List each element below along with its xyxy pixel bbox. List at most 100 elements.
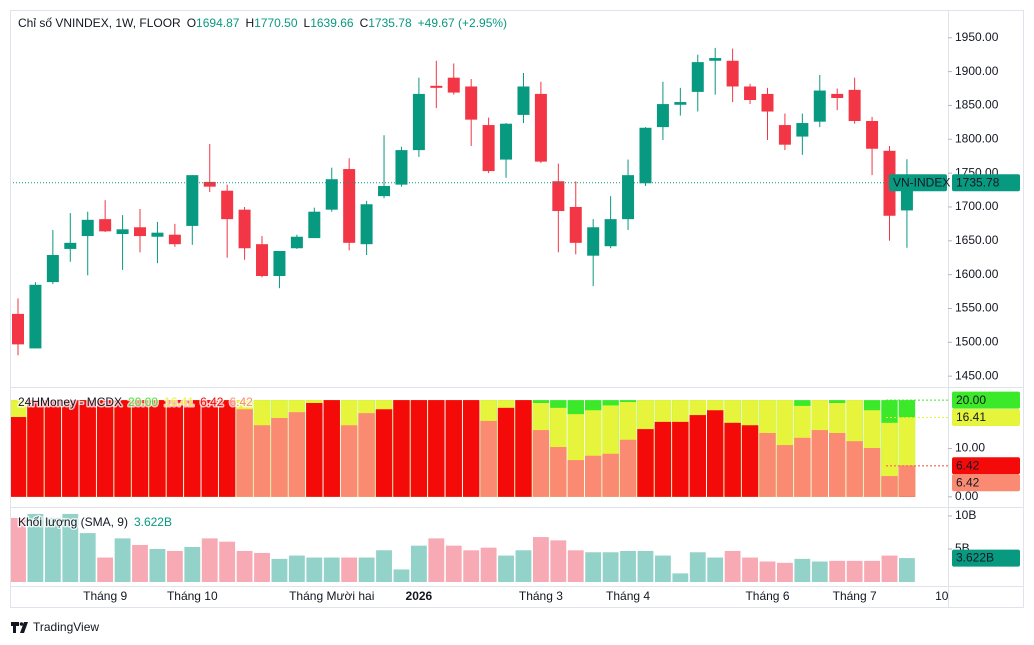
candle-body bbox=[430, 85, 443, 88]
mcdx-bar bbox=[532, 430, 550, 497]
candle-body bbox=[12, 313, 24, 345]
volume-bar bbox=[864, 560, 880, 582]
x-tick-label: Tháng 3 bbox=[519, 589, 563, 603]
volume-bar bbox=[759, 561, 776, 582]
mcdx-legend: 24HMoney - MCDX 20.00 16.41 6.42 6.42 bbox=[18, 395, 253, 409]
candle-body bbox=[796, 123, 809, 137]
mcdx-bar bbox=[149, 400, 166, 497]
candle-body bbox=[447, 77, 460, 93]
candle-body bbox=[552, 181, 565, 212]
volume-bar bbox=[10, 517, 26, 582]
y-tick-label: 1500.00 bbox=[955, 335, 999, 349]
x-tick-label: Tháng 9 bbox=[83, 589, 127, 603]
y-tick-label: 1800.00 bbox=[955, 131, 999, 145]
volume-bar bbox=[463, 550, 480, 582]
ohlc-key: L bbox=[304, 16, 311, 30]
mcdx-bar bbox=[271, 417, 288, 497]
volume-bar bbox=[201, 538, 218, 582]
mcdx-value-badge-bg bbox=[952, 474, 1020, 492]
candle-body bbox=[238, 209, 251, 249]
mcdx-bar bbox=[393, 400, 410, 497]
candle-body bbox=[203, 181, 216, 187]
mcdx-value-badge-bg bbox=[952, 408, 1020, 426]
mcdx-bar bbox=[550, 447, 567, 497]
volume-bar bbox=[149, 548, 166, 582]
candle-body bbox=[517, 86, 530, 115]
volume-bar bbox=[114, 538, 131, 582]
volume-bar bbox=[323, 557, 340, 582]
mcdx-bar bbox=[96, 400, 114, 497]
candle-body bbox=[343, 169, 356, 243]
ohlc-key: O bbox=[187, 16, 196, 30]
mcdx-bar bbox=[811, 430, 828, 497]
candle-body bbox=[534, 93, 547, 162]
mcdx-bar bbox=[759, 432, 776, 497]
mcdx-bar bbox=[776, 445, 794, 497]
mcdx-bar bbox=[654, 421, 672, 497]
mcdx-legend-value: 16.41 bbox=[164, 395, 194, 409]
mcdx-bar bbox=[741, 425, 759, 497]
candle-body bbox=[290, 236, 303, 249]
candle-body bbox=[273, 250, 286, 276]
volume-bar bbox=[689, 552, 706, 582]
volume-bar bbox=[777, 562, 793, 582]
volume-bar bbox=[341, 557, 358, 582]
mcdx-bar bbox=[567, 460, 584, 497]
y-tick-label: 1550.00 bbox=[955, 301, 999, 315]
mcdx-bar bbox=[288, 412, 306, 497]
volume-bar bbox=[288, 555, 305, 582]
volume-bar bbox=[306, 557, 323, 582]
mcdx-legend-value: 20.00 bbox=[128, 395, 158, 409]
volume-bar bbox=[654, 555, 671, 582]
candle-body bbox=[761, 93, 774, 112]
y-tick-label: 1700.00 bbox=[955, 199, 999, 213]
mcdx-bar bbox=[166, 400, 184, 497]
candle-body bbox=[709, 58, 722, 61]
mcdx-bar bbox=[724, 422, 741, 497]
volume-title: Khối lượng (SMA, 9) bbox=[18, 515, 128, 529]
y-tick-label: 10.00 bbox=[955, 441, 985, 455]
candle-body bbox=[360, 204, 373, 245]
candle-body bbox=[46, 255, 59, 283]
x-tick-label: Tháng 6 bbox=[745, 589, 789, 603]
mcdx-bar bbox=[428, 400, 445, 497]
mcdx-bar bbox=[445, 400, 462, 497]
mcdx-bar bbox=[497, 407, 515, 497]
brand-name: TradingView bbox=[33, 620, 99, 634]
mcdx-bar bbox=[253, 425, 271, 497]
mcdx-bar bbox=[672, 421, 689, 497]
ohlc-key: C bbox=[360, 16, 369, 30]
candle-body bbox=[134, 227, 147, 237]
candle-body bbox=[778, 125, 791, 145]
volume-bar bbox=[79, 533, 96, 582]
x-tick-label: Tháng 4 bbox=[606, 589, 650, 603]
mcdx-bar bbox=[306, 402, 323, 497]
volume-bar bbox=[567, 550, 584, 582]
volume-bar bbox=[672, 573, 689, 582]
mcdx-bar bbox=[794, 437, 811, 497]
volume-bar bbox=[742, 557, 758, 582]
logo bbox=[11, 622, 28, 633]
mcdx-value-badge: 6.42 bbox=[956, 458, 980, 472]
candle-body bbox=[186, 175, 199, 226]
ohlc-value: 1694.87 bbox=[196, 16, 240, 30]
candle-body bbox=[29, 284, 42, 349]
series-name-badge-bg bbox=[889, 174, 947, 192]
candle-body bbox=[656, 104, 669, 128]
y-tick-label: 1850.00 bbox=[955, 98, 999, 112]
volume-badge: 3.622B bbox=[956, 551, 994, 565]
mcdx-bar bbox=[637, 429, 654, 497]
frame bbox=[10, 10, 1024, 608]
candle-body bbox=[500, 123, 513, 160]
candle-body bbox=[848, 89, 861, 122]
volume-bar bbox=[620, 550, 636, 582]
candle-body bbox=[622, 175, 635, 220]
candle-body bbox=[813, 90, 826, 122]
mcdx-bar bbox=[340, 425, 358, 497]
mcdx-bar bbox=[619, 439, 637, 497]
candle-body bbox=[726, 60, 739, 87]
volume-bar bbox=[271, 558, 288, 582]
candle-body bbox=[81, 219, 94, 237]
